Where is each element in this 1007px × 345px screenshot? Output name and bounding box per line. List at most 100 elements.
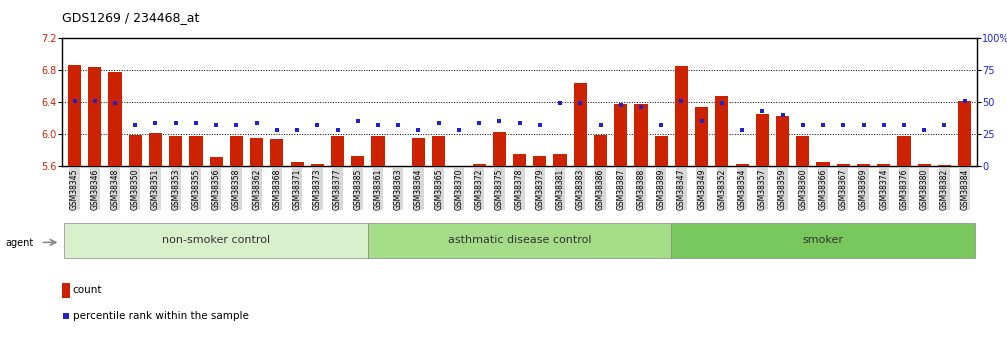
- Bar: [817, 161, 830, 166]
- Text: GSM38385: GSM38385: [353, 168, 363, 210]
- Bar: [735, 164, 749, 166]
- Text: GSM38353: GSM38353: [171, 168, 180, 210]
- Bar: [897, 136, 910, 166]
- Text: GSM38348: GSM38348: [111, 168, 120, 210]
- Bar: [109, 72, 122, 166]
- Text: smoker: smoker: [803, 235, 844, 245]
- Text: non-smoker control: non-smoker control: [162, 235, 270, 245]
- Bar: [492, 132, 506, 166]
- Text: GSM38382: GSM38382: [940, 168, 949, 209]
- Bar: [917, 164, 930, 166]
- Text: GSM38378: GSM38378: [516, 168, 524, 210]
- Bar: [68, 65, 82, 166]
- Bar: [368, 223, 672, 258]
- Bar: [715, 96, 728, 166]
- Text: GSM38366: GSM38366: [819, 168, 828, 210]
- Text: agent: agent: [5, 238, 33, 248]
- Text: GSM38362: GSM38362: [252, 168, 261, 210]
- Text: GSM38372: GSM38372: [474, 168, 483, 210]
- Text: GSM38360: GSM38360: [799, 168, 808, 210]
- Bar: [250, 138, 263, 166]
- Bar: [452, 166, 465, 170]
- Text: GSM38363: GSM38363: [394, 168, 403, 210]
- Bar: [837, 164, 850, 166]
- Text: GSM38358: GSM38358: [232, 168, 241, 210]
- Text: GSM38374: GSM38374: [879, 168, 888, 210]
- Bar: [230, 136, 243, 166]
- Bar: [554, 155, 567, 166]
- Bar: [62, 283, 69, 298]
- Bar: [372, 136, 385, 166]
- Bar: [857, 164, 870, 166]
- Text: GSM38383: GSM38383: [576, 168, 585, 210]
- Text: GSM38367: GSM38367: [839, 168, 848, 210]
- Bar: [270, 139, 283, 166]
- Text: GSM38373: GSM38373: [313, 168, 322, 210]
- Bar: [675, 66, 688, 166]
- Text: GSM38387: GSM38387: [616, 168, 625, 210]
- Bar: [797, 136, 810, 166]
- Text: GSM38389: GSM38389: [657, 168, 666, 210]
- Text: GSM38364: GSM38364: [414, 168, 423, 210]
- Bar: [432, 136, 445, 166]
- Text: GSM38386: GSM38386: [596, 168, 605, 210]
- Bar: [392, 166, 405, 168]
- Bar: [574, 83, 587, 166]
- Bar: [594, 135, 607, 166]
- Bar: [958, 101, 971, 166]
- Text: GSM38365: GSM38365: [434, 168, 443, 210]
- Bar: [695, 107, 708, 166]
- Bar: [938, 165, 951, 166]
- Bar: [756, 114, 769, 166]
- Text: GSM38350: GSM38350: [131, 168, 140, 210]
- Text: asthmatic disease control: asthmatic disease control: [448, 235, 591, 245]
- Bar: [776, 116, 789, 166]
- Bar: [655, 136, 668, 166]
- Bar: [351, 156, 365, 166]
- Bar: [64, 223, 368, 258]
- Bar: [290, 161, 304, 166]
- Text: GSM38361: GSM38361: [374, 168, 383, 210]
- Text: GSM38347: GSM38347: [677, 168, 686, 210]
- Text: GSM38357: GSM38357: [758, 168, 767, 210]
- Text: GSM38384: GSM38384: [960, 168, 969, 210]
- Text: GSM38355: GSM38355: [191, 168, 200, 210]
- Text: GSM38375: GSM38375: [494, 168, 504, 210]
- Bar: [534, 156, 547, 166]
- Text: GSM38377: GSM38377: [333, 168, 342, 210]
- Text: count: count: [73, 285, 102, 295]
- Text: GSM38351: GSM38351: [151, 168, 160, 210]
- Text: GSM38359: GSM38359: [778, 168, 787, 210]
- Bar: [513, 154, 527, 166]
- Text: GSM38376: GSM38376: [899, 168, 908, 210]
- Bar: [614, 104, 627, 166]
- Bar: [149, 133, 162, 166]
- Text: GDS1269 / 234468_at: GDS1269 / 234468_at: [62, 11, 199, 24]
- Text: GSM38388: GSM38388: [636, 168, 645, 209]
- Bar: [89, 67, 102, 166]
- Bar: [412, 138, 425, 166]
- Text: GSM38356: GSM38356: [211, 168, 221, 210]
- Text: percentile rank within the sample: percentile rank within the sample: [73, 311, 249, 321]
- Text: GSM38379: GSM38379: [536, 168, 545, 210]
- Text: GSM38381: GSM38381: [556, 168, 565, 209]
- Text: GSM38380: GSM38380: [919, 168, 928, 210]
- Bar: [877, 164, 890, 166]
- Bar: [169, 136, 182, 166]
- Bar: [331, 136, 344, 166]
- Text: GSM38352: GSM38352: [717, 168, 726, 210]
- Text: GSM38346: GSM38346: [91, 168, 100, 210]
- Bar: [311, 164, 324, 166]
- Text: GSM38368: GSM38368: [272, 168, 281, 210]
- Text: GSM38369: GSM38369: [859, 168, 868, 210]
- Bar: [189, 136, 202, 166]
- Bar: [634, 104, 648, 166]
- Bar: [672, 223, 975, 258]
- Bar: [129, 135, 142, 166]
- Bar: [209, 157, 223, 166]
- Text: GSM38349: GSM38349: [697, 168, 706, 210]
- Text: GSM38345: GSM38345: [70, 168, 80, 210]
- Text: GSM38371: GSM38371: [293, 168, 301, 210]
- Text: GSM38370: GSM38370: [454, 168, 463, 210]
- Text: GSM38354: GSM38354: [738, 168, 746, 210]
